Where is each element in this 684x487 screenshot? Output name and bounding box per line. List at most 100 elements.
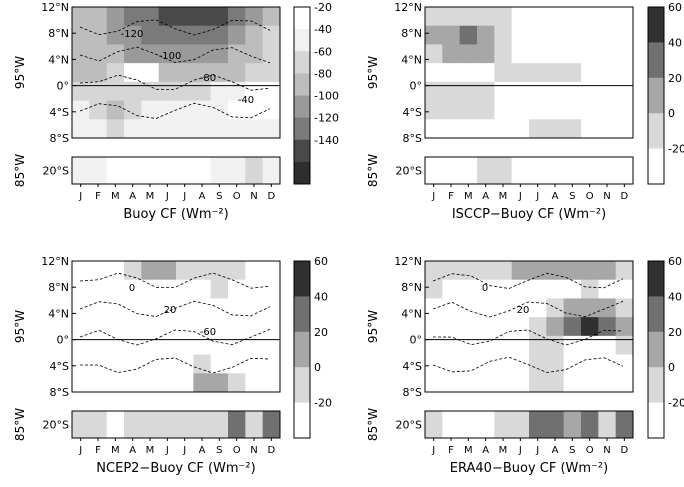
heatmap-cell xyxy=(158,373,177,393)
heatmap-cell xyxy=(581,335,599,355)
colorbar-block xyxy=(294,117,310,141)
lat-tick-label: 4°N xyxy=(401,307,422,320)
colorbar-block xyxy=(294,73,310,96)
heatmap-cell xyxy=(72,25,90,45)
heatmap-cell xyxy=(210,44,229,64)
colorbar-block xyxy=(648,42,664,79)
heatmap-cell xyxy=(442,373,461,393)
colorbar-block xyxy=(294,331,310,368)
heatmap-cell xyxy=(511,261,530,281)
colorbar-tick-label: -140 xyxy=(314,134,339,147)
heatmap-cell xyxy=(228,44,246,64)
heatmap-cell xyxy=(245,335,264,355)
heatmap-cell xyxy=(477,261,495,281)
heatmap-cell xyxy=(89,261,108,281)
heatmap-cell xyxy=(477,63,495,83)
colorbar-frame xyxy=(293,6,311,185)
heatmap-cell xyxy=(511,317,530,337)
heatmap-cell xyxy=(193,100,212,120)
heatmap-cell xyxy=(210,298,229,318)
heatmap-cell xyxy=(106,44,125,64)
month-label: J xyxy=(182,445,186,456)
heatmap-cell xyxy=(477,7,495,27)
heatmap-cell xyxy=(598,335,617,355)
heatmap-cell xyxy=(511,119,530,139)
lat-tick-label: 4°N xyxy=(401,53,422,66)
heatmap-cell xyxy=(529,317,547,337)
heatmap-cell xyxy=(563,279,582,299)
heatmap-cell xyxy=(459,63,478,83)
heatmap-cell xyxy=(459,354,478,374)
colorbar-block xyxy=(294,296,310,333)
strip-cell xyxy=(477,157,495,184)
lat-tick-label: 4°S xyxy=(403,106,422,119)
heatmap-cell xyxy=(494,335,513,355)
month-label: D xyxy=(620,191,628,202)
heatmap-cell xyxy=(124,279,142,299)
heatmap-cell xyxy=(581,373,599,393)
strip-cell xyxy=(442,411,461,438)
heatmap-cell xyxy=(245,354,264,374)
colorbar-block xyxy=(648,261,664,297)
strip-cell xyxy=(615,411,634,438)
lat-tick-label: 4°S xyxy=(50,360,69,373)
month-label: J xyxy=(165,445,169,456)
lat-tick-label: 4°S xyxy=(50,106,69,119)
heatmap-cell xyxy=(494,81,513,101)
month-label: O xyxy=(586,445,594,456)
month-label: F xyxy=(448,445,454,456)
panel-title: Buoy CF (Wm⁻²) xyxy=(123,207,228,222)
heatmap-cell xyxy=(494,317,513,337)
heatmap-cell xyxy=(245,261,264,281)
colorbar-frame xyxy=(647,6,665,185)
strip-cell xyxy=(459,411,478,438)
heatmap-cell xyxy=(459,7,478,27)
lon-label-bottom: 85°W xyxy=(13,408,27,441)
heatmap-cell xyxy=(494,298,513,318)
strip-cell xyxy=(228,411,246,438)
heatmap-cell xyxy=(615,100,634,120)
strip-cell xyxy=(124,411,142,438)
heatmap-cell xyxy=(563,44,582,64)
heatmap-cell xyxy=(124,298,142,318)
contour-line xyxy=(79,272,271,289)
heatmap-cell xyxy=(89,335,108,355)
month-label: O xyxy=(233,191,241,202)
heatmap-cell xyxy=(262,373,281,393)
month-label: F xyxy=(95,445,101,456)
heatmap-cell xyxy=(210,7,229,27)
heatmap-cell xyxy=(442,25,461,45)
month-label: F xyxy=(95,191,101,202)
heatmap-cell xyxy=(529,279,547,299)
lat-tick-label: 8°N xyxy=(48,27,69,40)
heatmap-cell xyxy=(511,100,530,120)
heatmap-cell xyxy=(615,44,634,64)
contour-line xyxy=(432,329,624,346)
colorbar-block xyxy=(294,402,310,439)
strip-cell xyxy=(494,157,513,184)
month-label: M xyxy=(146,191,155,202)
heatmap-cell xyxy=(563,335,582,355)
strip-cell xyxy=(546,411,565,438)
heatmap-cell xyxy=(425,279,443,299)
contour-line xyxy=(432,272,624,289)
heatmap-cell xyxy=(124,335,142,355)
heatmap-cell xyxy=(581,25,599,45)
heatmap-cell xyxy=(124,261,142,281)
heatmap-cell xyxy=(581,44,599,64)
month-label: S xyxy=(569,445,575,456)
heatmap-cell xyxy=(106,354,125,374)
heatmap-cell xyxy=(193,317,212,337)
strip-cell xyxy=(141,411,160,438)
heatmap-cell xyxy=(176,298,194,318)
contour-label: 20 xyxy=(517,305,530,316)
heatmap-cell xyxy=(546,119,565,139)
heatmap-cell xyxy=(459,44,478,64)
colorbar-tick-label: 60 xyxy=(668,1,682,14)
heatmap-cell xyxy=(477,25,495,45)
heatmap-cell xyxy=(494,63,513,83)
heatmap-cell xyxy=(141,373,160,393)
colorbar-tick-label: -80 xyxy=(314,67,332,80)
heatmap-cell xyxy=(141,335,160,355)
heatmap-cell xyxy=(176,81,194,101)
